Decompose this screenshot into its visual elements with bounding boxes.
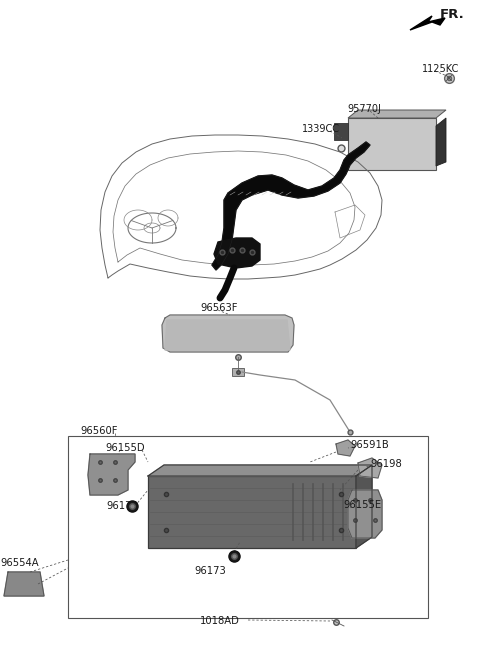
Polygon shape bbox=[232, 368, 244, 376]
Polygon shape bbox=[214, 238, 260, 268]
Polygon shape bbox=[334, 123, 348, 140]
Polygon shape bbox=[358, 458, 382, 478]
Polygon shape bbox=[162, 315, 294, 352]
Polygon shape bbox=[4, 572, 44, 596]
Polygon shape bbox=[348, 110, 446, 118]
Text: 96173: 96173 bbox=[194, 566, 226, 576]
Polygon shape bbox=[356, 465, 372, 548]
Bar bbox=[148, 476, 356, 548]
Bar bbox=[68, 436, 428, 618]
Polygon shape bbox=[410, 16, 445, 30]
Polygon shape bbox=[348, 490, 382, 538]
Text: 1018AD: 1018AD bbox=[200, 616, 240, 626]
Text: FR.: FR. bbox=[440, 8, 465, 21]
Bar bbox=[348, 118, 436, 170]
Polygon shape bbox=[165, 320, 290, 350]
Text: 95770J: 95770J bbox=[347, 104, 381, 114]
Polygon shape bbox=[148, 465, 372, 476]
Text: 96563F: 96563F bbox=[200, 303, 238, 313]
Text: 96560F: 96560F bbox=[80, 426, 118, 436]
Text: 1339CC: 1339CC bbox=[302, 124, 340, 134]
Text: 96155E: 96155E bbox=[343, 500, 381, 510]
Polygon shape bbox=[436, 118, 446, 166]
Text: 1125KC: 1125KC bbox=[422, 64, 459, 74]
Text: 96554A: 96554A bbox=[0, 558, 38, 568]
Polygon shape bbox=[212, 142, 370, 270]
Text: 96155D: 96155D bbox=[105, 443, 144, 453]
Text: 96173: 96173 bbox=[106, 501, 138, 511]
Text: 96591B: 96591B bbox=[350, 440, 389, 450]
Polygon shape bbox=[336, 440, 355, 456]
Text: 96198: 96198 bbox=[370, 459, 402, 469]
Polygon shape bbox=[88, 454, 135, 495]
